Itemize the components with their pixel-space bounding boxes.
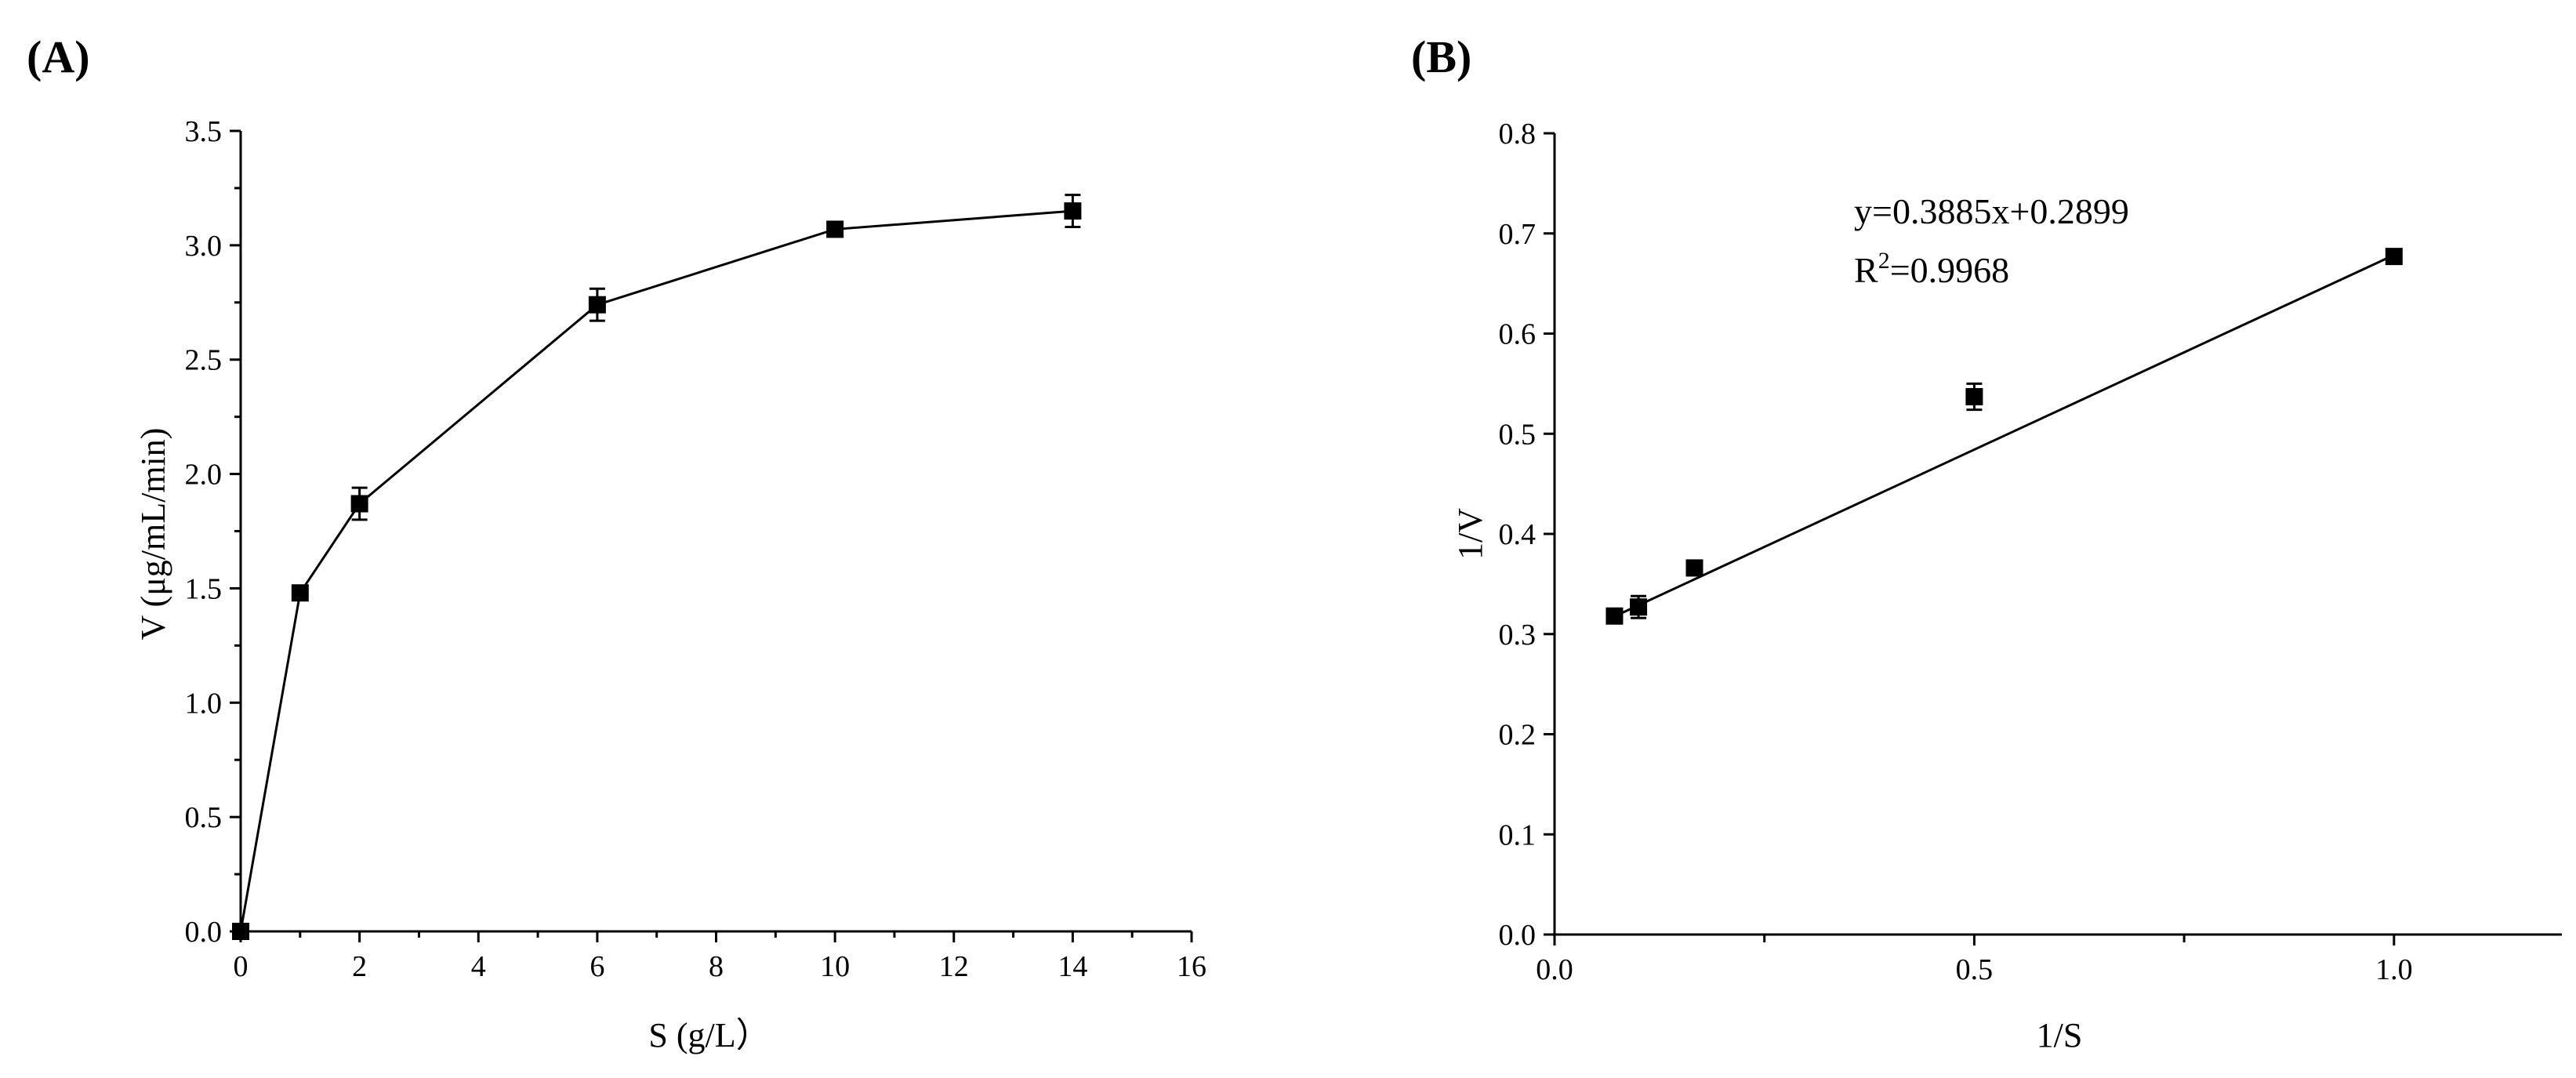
x-tick-label-a: 12: [939, 950, 969, 983]
y-tick-label-b: 0.8: [1499, 118, 1537, 151]
x-tick-label-b: 0.0: [1536, 953, 1573, 986]
y-tick-label-b: 0.6: [1499, 318, 1537, 351]
y-tick-label-a: 0.0: [185, 916, 223, 949]
x-tick-label-a: 8: [709, 950, 724, 983]
x-tick-label-a: 2: [352, 950, 367, 983]
x-axis-title-b: 1/S: [2037, 1016, 2083, 1054]
data-point-b: [1685, 559, 1703, 577]
y-axis-title-a: V (μg/mL/min): [134, 428, 172, 641]
r-squared: R2=0.9968: [1854, 248, 2009, 290]
data-point-a: [291, 584, 309, 602]
ticks-b: 0.0 0.1 0.2 0.3 0.4 0.5 0.6 0.7 0.8 0.0 0.5 1.0: [1499, 118, 2413, 986]
y-tick-label-a: 1.5: [185, 572, 223, 605]
y-tick-label-a: 3.0: [185, 230, 223, 263]
y-tick-label-b: 0.2: [1499, 719, 1537, 752]
y-tick-label-b: 0.4: [1499, 518, 1537, 551]
x-tick-label-b: 0.5: [1956, 953, 1994, 986]
y-tick-label-a: 2.5: [185, 344, 223, 377]
ticks-a: 0.0 0.5 1.0 1.5 2.0 2.5 3.0 3.5 0 2 4 6 8 10 12 14 16: [185, 115, 1207, 983]
y-tick-label-b: 0.1: [1499, 818, 1537, 851]
axes-b: [1553, 133, 2562, 936]
x-tick-label-a: 14: [1058, 950, 1087, 983]
x-tick-label-b: 1.0: [2375, 953, 2413, 986]
fit-equation: y=0.3885x+0.2899: [1854, 191, 2129, 231]
data-point-b: [1630, 598, 1648, 616]
data-b: [1605, 248, 2403, 625]
x-tick-label-a: 4: [471, 950, 486, 983]
y-tick-label-a: 1.0: [185, 687, 223, 720]
panel-label-a: (A): [27, 31, 90, 82]
x-tick-label-a: 0: [234, 950, 249, 983]
axes-a: [239, 131, 1192, 933]
data-point-a: [350, 495, 368, 513]
x-tick-label-a: 10: [820, 950, 850, 983]
x-tick-label-a: 16: [1177, 950, 1206, 983]
y-axis-title-b: 1/V: [1451, 508, 1489, 560]
x-axis-title-a: S (g/L）: [648, 1016, 770, 1054]
panel-label-b: (B): [1411, 31, 1471, 82]
data-point-b: [1605, 607, 1624, 625]
chart-panel-b: (B) 0.0 0.1 0.2 0.3 0.4 0.5 0.6 0.7 0.8 0.0 0.5 1.0…: [1411, 31, 2562, 1054]
series-line-a: [239, 209, 1073, 932]
data-point-a: [826, 220, 844, 238]
y-tick-label-b: 0.7: [1499, 218, 1537, 251]
data-point-a: [588, 296, 606, 314]
data-point-a: [1064, 202, 1082, 220]
x-tick-label-a: 6: [590, 950, 604, 983]
data-a: [232, 194, 1082, 940]
y-tick-label-b: 0.5: [1499, 418, 1537, 451]
data-point-a: [232, 923, 249, 940]
y-tick-label-a: 2.0: [185, 459, 223, 492]
y-tick-label-b: 0.0: [1499, 919, 1537, 952]
y-tick-label-b: 0.3: [1499, 619, 1537, 652]
y-tick-label-a: 0.5: [185, 801, 223, 834]
data-point-b: [2385, 248, 2403, 266]
data-point-b: [1965, 387, 1983, 405]
fit-line-b: [1613, 253, 2395, 618]
y-tick-label-a: 3.5: [185, 115, 223, 148]
chart-panel-a: (A) 0.0 0.5 1.0 1.5 2.0 2.5 3.0 3.5 0 2 4 6 8 10 12 14 1…: [27, 31, 1206, 1054]
